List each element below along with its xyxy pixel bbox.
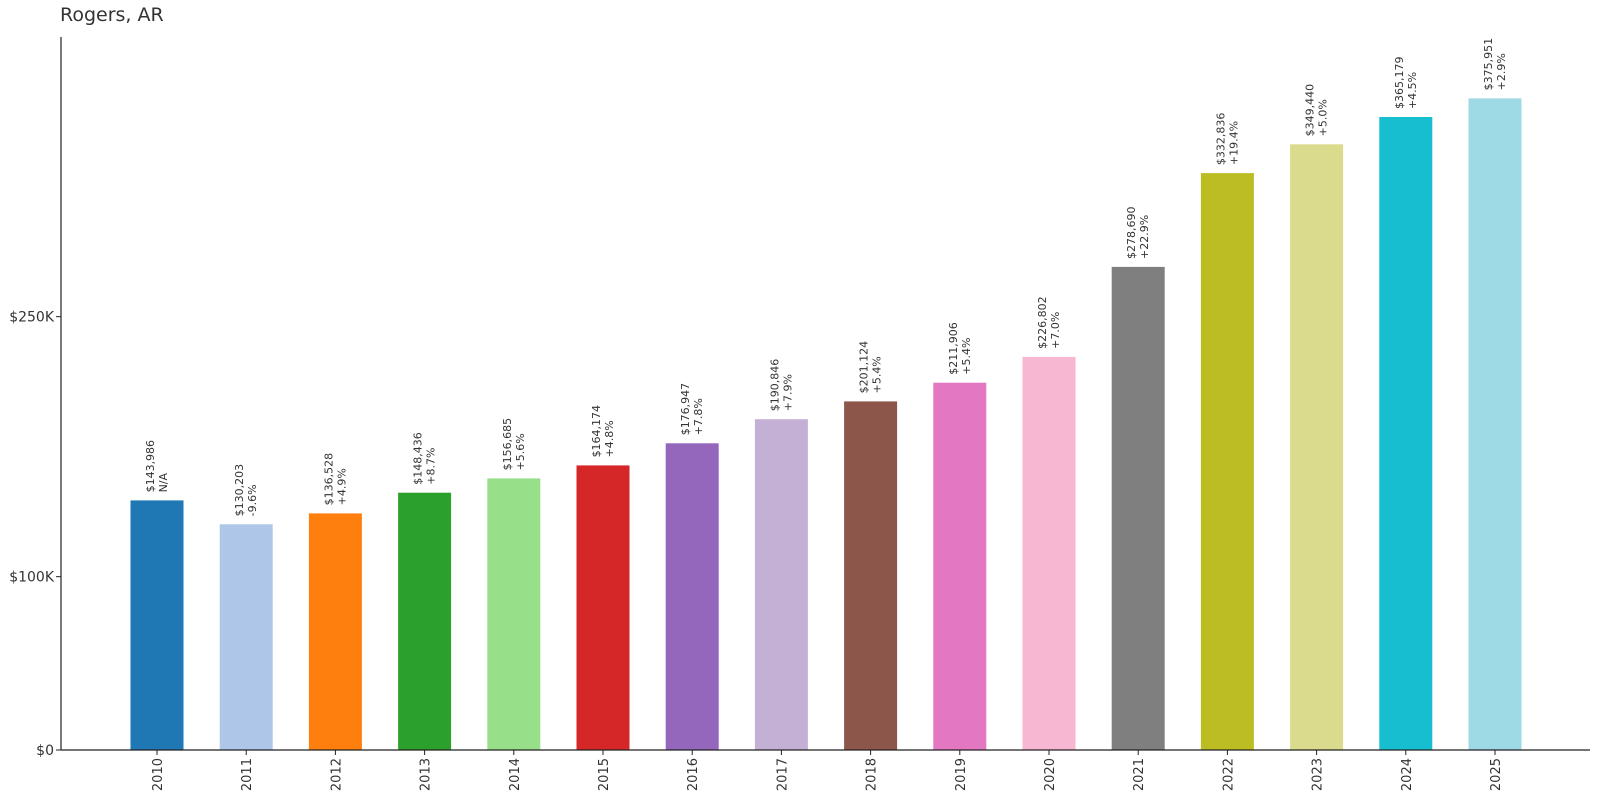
x-tick-label-2011: 2011 [240,758,255,791]
change-label-2019: +5.4% [960,338,973,375]
value-label-2016: $176,947 [679,383,692,436]
bar-2014 [487,478,541,750]
x-tick-label-2024: 2024 [1400,758,1415,791]
bar-2016 [665,443,719,750]
change-label-2025: +2.9% [1495,53,1508,90]
bar-2017 [754,419,808,750]
value-label-2012: $136,528 [322,453,335,506]
x-tick-label-2019: 2019 [954,758,969,791]
change-label-2021: +22.9% [1138,215,1151,259]
x-tick-label-2015: 2015 [597,758,612,791]
y-tick-label: $100K [9,570,55,586]
bar-2023 [1290,144,1344,751]
bar-2022 [1200,173,1254,751]
value-label-2014: $156,685 [501,418,514,471]
value-label-2019: $211,906 [947,322,960,375]
x-tick-label-2022: 2022 [1221,758,1236,791]
change-label-2010: N/A [157,472,170,492]
change-label-2018: +5.4% [871,356,884,393]
change-label-2015: +4.8% [603,420,616,457]
x-tick-label-2025: 2025 [1489,758,1504,791]
bar-2019 [933,382,987,750]
bar-2015 [576,465,630,750]
bar-2013 [398,492,452,750]
chart-title: Rogers, AR [60,4,164,26]
value-label-2010: $143,986 [144,440,157,493]
x-tick-label-2016: 2016 [686,758,701,791]
value-label-2022: $332,836 [1214,113,1227,166]
y-tick-label: $250K [9,310,55,326]
x-tick-label-2017: 2017 [775,758,790,791]
bar-2010 [130,500,184,750]
x-tick-label-2012: 2012 [329,758,344,791]
x-tick-label-2023: 2023 [1311,758,1326,791]
x-tick-label-2020: 2020 [1043,758,1058,791]
value-label-2017: $190,846 [768,359,781,412]
bar-2021 [1111,266,1165,750]
value-label-2025: $375,951 [1482,38,1495,91]
x-tick-label-2014: 2014 [508,758,523,791]
value-label-2013: $148,436 [412,432,425,485]
change-label-2020: +7.0% [1049,312,1062,349]
value-label-2024: $365,179 [1393,57,1406,110]
bar-2018 [844,401,898,750]
value-label-2011: $130,203 [233,464,246,517]
value-label-2015: $164,174 [590,405,603,458]
y-axis-ticks: $0 $100K $250K [9,310,61,759]
x-tick-label-2018: 2018 [865,758,880,791]
change-label-2022: +19.4% [1227,121,1240,165]
change-label-2024: +4.5% [1406,72,1419,109]
bar-2024 [1379,117,1433,750]
change-label-2013: +8.7% [425,448,438,485]
change-label-2017: +7.9% [781,374,794,411]
bar-2020 [1022,356,1076,750]
bar-2025 [1468,98,1522,750]
value-label-2021: $278,690 [1125,206,1138,259]
x-axis-ticks: 2010 2011 2012 2013 2014 2015 2016 2017 2018 2019… [151,750,1504,791]
change-label-2011: -9.6% [246,484,259,516]
value-label-2018: $201,124 [858,341,871,394]
change-label-2012: +4.9% [335,468,348,505]
bar-2011 [219,524,273,750]
value-label-2023: $349,440 [1304,84,1317,137]
bars-layer [130,98,1522,751]
data-labels-layer: $143,986 N/A $130,203 -9.6% $136,528 +4.9% $14… [144,38,1508,516]
value-label-2020: $226,802 [1036,296,1049,349]
y-tick-label: $0 [36,743,54,759]
bar-2012 [308,513,362,750]
change-label-2023: +5.0% [1317,99,1330,136]
change-label-2014: +5.6% [514,433,527,470]
change-label-2016: +7.8% [692,398,705,435]
x-tick-label-2010: 2010 [151,758,166,791]
x-tick-label-2013: 2013 [419,758,434,791]
x-tick-label-2021: 2021 [1132,758,1147,791]
